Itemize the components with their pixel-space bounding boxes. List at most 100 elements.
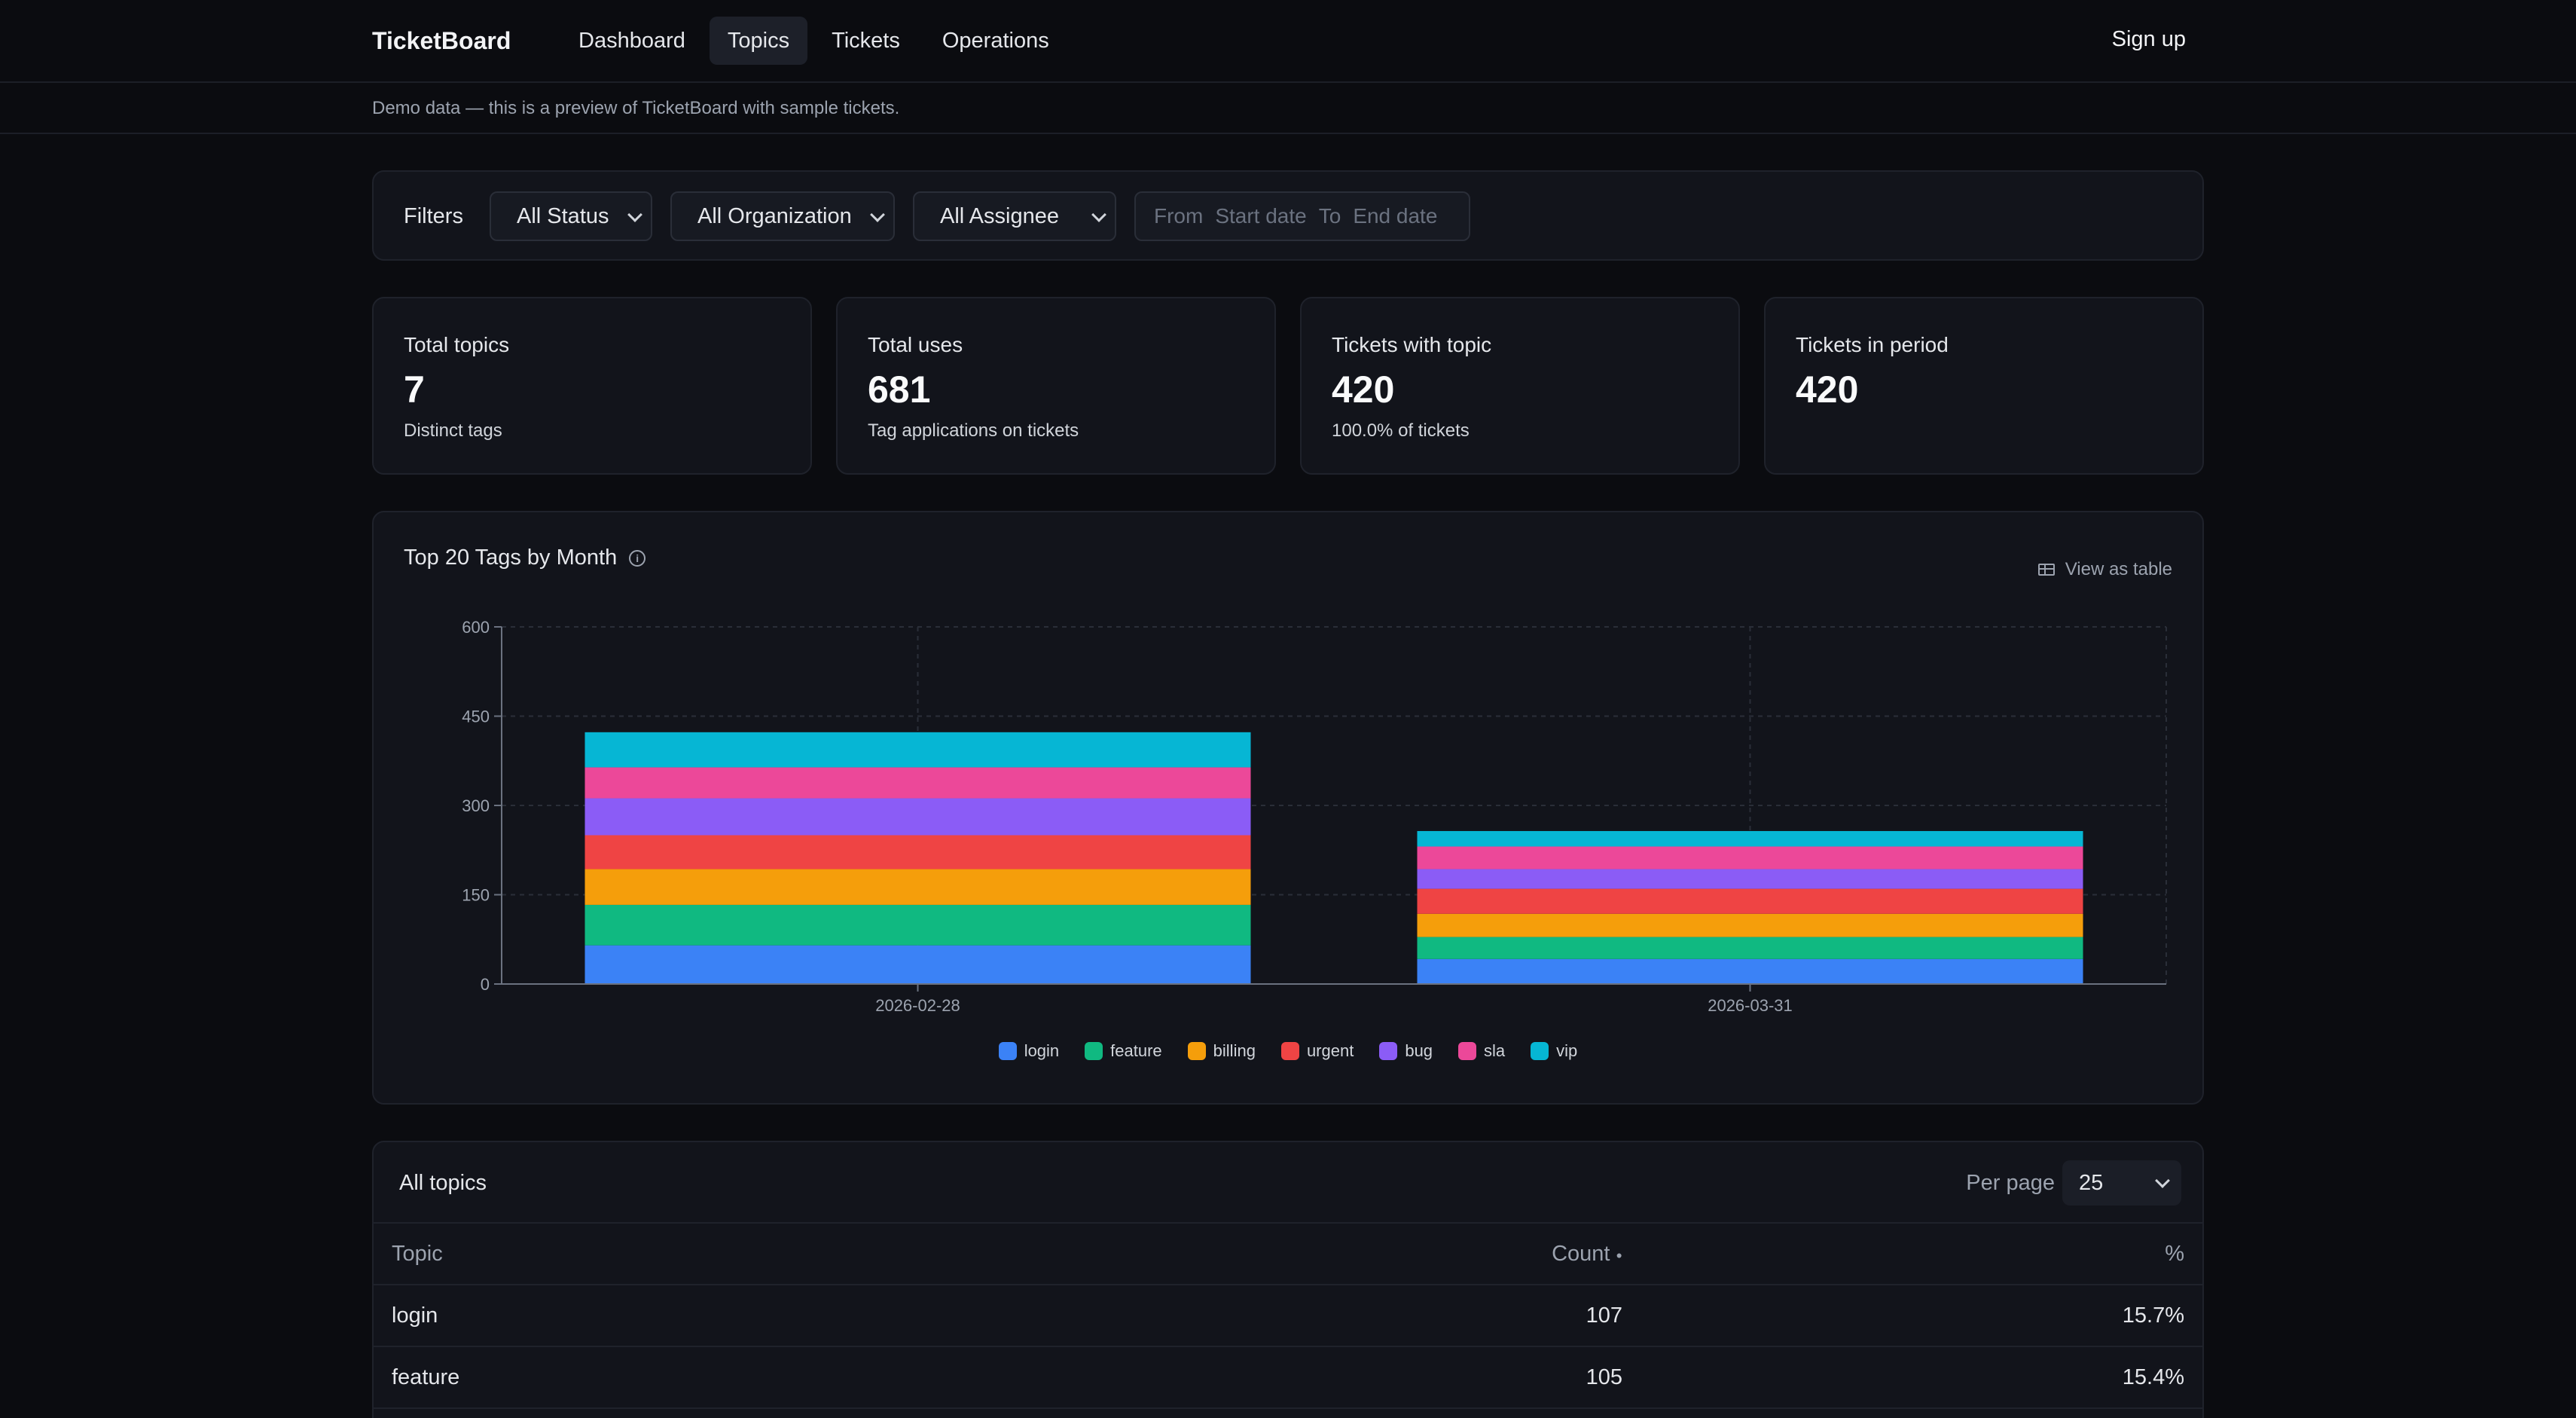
view-as-table-label: View as table	[2065, 559, 2172, 579]
legend-label: login	[1024, 1041, 1060, 1060]
x-tick-label: 2026-03-31	[1708, 996, 1793, 1015]
legend-label: urgent	[1306, 1041, 1354, 1060]
bar-segment-login	[1417, 958, 2083, 984]
bar-segment-vip	[584, 732, 1251, 768]
assignee-select[interactable]: All Assignee	[913, 191, 1116, 241]
legend-label: vip	[1556, 1041, 1578, 1060]
column-header-count[interactable]: Count ●	[1552, 1242, 1622, 1267]
from-label: From	[1154, 204, 1204, 228]
legend-item-feature[interactable]: feature	[1085, 1041, 1162, 1061]
status-select-value: All Status	[517, 204, 609, 228]
stat-value: 681	[868, 368, 931, 411]
stat-subtitle: Distinct tags	[404, 420, 502, 441]
column-header-count-label: Count	[1552, 1242, 1610, 1266]
stat-title: Total topics	[404, 333, 510, 356]
legend-swatch	[1280, 1042, 1299, 1060]
chevron-down-icon	[1091, 207, 1106, 222]
stat-title: Tickets in period	[1796, 333, 1949, 356]
chevron-down-icon	[2155, 1173, 2170, 1188]
nav-topics[interactable]: Topics	[709, 17, 808, 65]
percent-cell: 15.4%	[2122, 1365, 2184, 1389]
nav-operations[interactable]: Operations	[942, 29, 1049, 53]
y-tick-label: 0	[481, 975, 490, 994]
column-header-percent[interactable]: %	[2165, 1242, 2184, 1266]
filters-bar: Filters All Status All Organization All …	[372, 170, 2204, 261]
bar-segment-login	[584, 945, 1251, 984]
bar-segment-bug	[1417, 869, 2083, 889]
bar-segment-feature	[1417, 937, 2083, 959]
x-tick-label: 2026-02-28	[875, 996, 960, 1015]
chart-title: Top 20 Tags by Month	[404, 546, 618, 570]
organization-select-value: All Organization	[697, 204, 852, 228]
table-row-partial	[374, 1407, 2202, 1418]
stat-title: Total uses	[868, 333, 963, 356]
stat-value: 7	[404, 368, 425, 411]
stat-card-tickets-with-topic: Tickets with topic 420 100.0% of tickets	[1300, 297, 1740, 475]
stat-subtitle: 100.0% of tickets	[1332, 420, 1470, 441]
stat-title: Tickets with topic	[1332, 333, 1492, 356]
per-page-select[interactable]: 25	[2062, 1160, 2181, 1206]
nav-dashboard[interactable]: Dashboard	[578, 29, 685, 53]
bar-segment-vip	[1417, 830, 2083, 847]
y-tick-label: 300	[462, 796, 490, 815]
filters-label: Filters	[404, 204, 463, 228]
bar-segment-sla	[584, 767, 1251, 799]
legend-label: feature	[1110, 1041, 1162, 1060]
legend-swatch	[1187, 1042, 1206, 1060]
bar-segment-urgent	[1417, 888, 2083, 914]
legend-swatch	[1531, 1042, 1549, 1060]
organization-select[interactable]: All Organization	[670, 191, 895, 241]
legend-item-urgent[interactable]: urgent	[1280, 1041, 1354, 1061]
per-page-value: 25	[2079, 1171, 2104, 1195]
tags-by-month-chart-card: Top 20 Tags by Month i View as table 0 15…	[372, 511, 2204, 1105]
stat-value: 420	[1332, 368, 1395, 411]
assignee-select-value: All Assignee	[940, 204, 1059, 228]
count-cell: 107	[1586, 1303, 1622, 1328]
stat-subtitle: Tag applications on tickets	[868, 420, 1079, 441]
topic-cell: feature	[392, 1365, 460, 1389]
date-range-picker[interactable]: From Start date To End date	[1134, 191, 1470, 241]
y-tick-label: 150	[462, 886, 490, 905]
bar-segment-bug	[584, 798, 1251, 836]
count-cell: 105	[1586, 1365, 1622, 1389]
legend-item-sla[interactable]: sla	[1458, 1041, 1505, 1061]
table-header-row: Topic Count ● %	[374, 1222, 2202, 1284]
brand-logo[interactable]: TicketBoard	[372, 27, 511, 54]
y-tick-label: 450	[462, 707, 490, 726]
bar-segment-sla	[1417, 846, 2083, 869]
column-header-topic[interactable]: Topic	[392, 1242, 443, 1266]
table-row[interactable]: login 107 15.7%	[374, 1284, 2202, 1346]
y-tick-label: 600	[462, 618, 490, 637]
all-topics-table-card: All topics Per page 25 Topic Count ● % l…	[372, 1141, 2204, 1418]
percent-cell: 15.7%	[2122, 1303, 2184, 1328]
per-page-label: Per page	[1966, 1171, 2055, 1195]
legend-item-bug[interactable]: bug	[1379, 1041, 1433, 1061]
chart-title-row: Top 20 Tags by Month i	[404, 546, 646, 570]
demo-notice: Demo data — this is a preview of TicketB…	[372, 98, 900, 118]
stacked-bar-chart: 0 150 300 450 600 2026-02-28 2026-03-31	[462, 618, 2167, 1015]
stat-value: 420	[1796, 368, 1859, 411]
topic-cell: login	[392, 1303, 438, 1328]
start-date-input[interactable]: Start date	[1215, 204, 1307, 228]
legend-swatch	[1085, 1042, 1103, 1060]
table-icon	[2037, 564, 2055, 576]
status-select[interactable]: All Status	[490, 191, 652, 241]
legend-swatch	[998, 1042, 1017, 1060]
legend-item-vip[interactable]: vip	[1531, 1041, 1577, 1061]
nav-links: Dashboard Topics Tickets Operations	[560, 17, 1067, 65]
sign-up-link[interactable]: Sign up	[2111, 27, 2186, 51]
nav-tickets[interactable]: Tickets	[832, 29, 900, 53]
to-label: To	[1318, 204, 1341, 228]
demo-banner: Demo data — this is a preview of TicketB…	[0, 83, 2576, 134]
end-date-input[interactable]: End date	[1353, 204, 1438, 228]
legend-label: sla	[1484, 1041, 1506, 1060]
legend-label: bug	[1405, 1041, 1433, 1060]
view-as-table-button[interactable]: View as table	[2037, 559, 2172, 580]
legend-item-billing[interactable]: billing	[1187, 1041, 1256, 1061]
chevron-down-icon	[627, 207, 642, 222]
table-row[interactable]: feature 105 15.4%	[374, 1346, 2202, 1407]
info-icon[interactable]: i	[629, 549, 646, 567]
chart-legend: login feature billing urgent bug sla vip	[374, 1041, 2202, 1061]
stat-card-tickets-in-period: Tickets in period 420	[1764, 297, 2204, 475]
legend-item-login[interactable]: login	[998, 1041, 1060, 1061]
